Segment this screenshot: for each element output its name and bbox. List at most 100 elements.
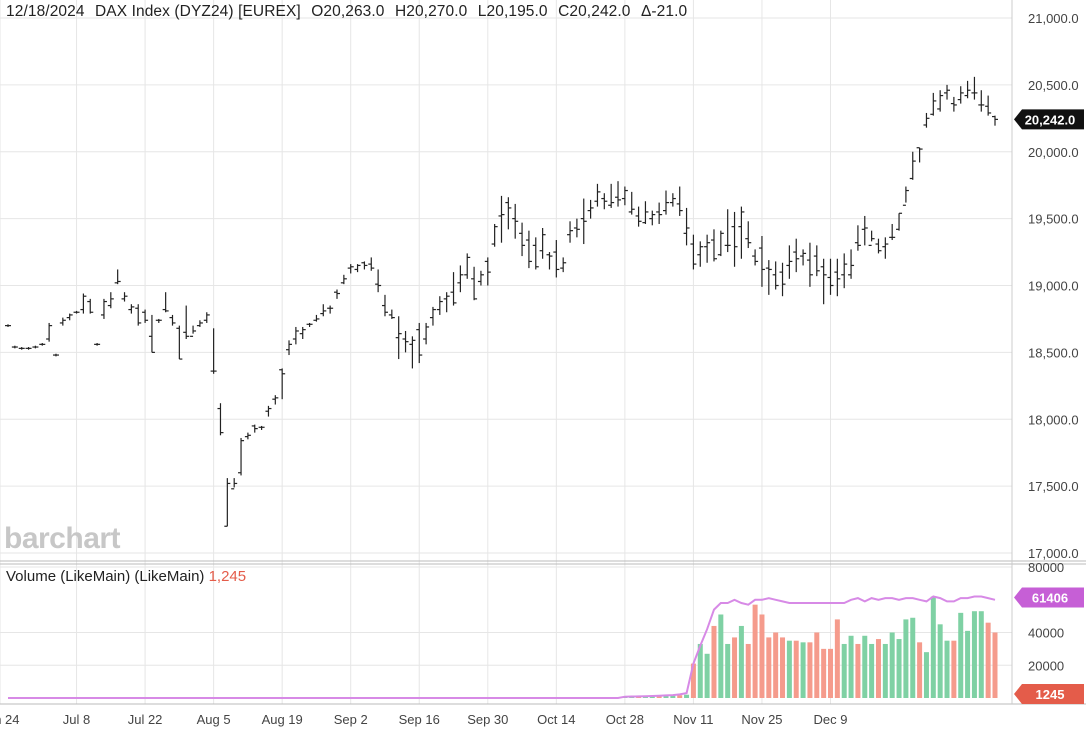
ohlc-bar [779,262,786,297]
volume-bar [937,624,943,698]
price-tick-label: 19,000.0 [1028,279,1079,294]
ohlc-bar [498,195,505,243]
ohlc-bar [381,294,388,317]
ohlc-bar [375,269,382,293]
ohlc-bar [615,181,622,207]
volume-bar [903,619,909,698]
ohlc-bar [361,261,368,270]
ohlc-bar [978,90,985,112]
ohlc-bar [916,147,923,163]
volume-tick-label: 80000 [1028,560,1064,575]
x-tick-label: Oct 14 [537,712,575,727]
ohlc-bar [114,269,121,285]
ohlc-bar [354,264,361,273]
volume-bar [821,648,827,698]
ohlc-bar [820,258,827,305]
volume-bar [841,643,847,698]
volume-bar [828,648,833,698]
ohlc-bar [731,211,738,267]
ohlc-bar [738,206,745,259]
header-close: C20,242.0 [558,3,631,20]
ohlc-bar [896,212,903,231]
volume-value: 1,245 [208,568,247,585]
ohlc-bar [231,478,238,490]
ohlc-bar [416,322,423,364]
ohlc-bar [176,325,183,360]
ohlc-bar [793,238,800,273]
ohlc-bar [464,253,471,279]
ohlc-bar [800,249,807,266]
volume-bar [882,643,888,698]
ohlc-bar [752,249,759,266]
ohlc-bar [683,207,690,246]
price-tick-label: 20,000.0 [1028,145,1079,160]
ohlc-bar [80,293,87,314]
ohlc-bar [532,237,539,270]
header-low: L20,195.0 [477,3,548,20]
ohlc-bar [868,230,875,246]
ohlc-bar [505,197,512,230]
ohlc-bar [347,264,354,274]
ohlc-bar [861,215,868,246]
volume-bar [855,643,861,698]
ohlc-bar [190,325,197,337]
volume-bar [670,695,676,698]
volume-bar [978,611,984,698]
volume-bar [834,619,840,698]
volume-bar [930,596,936,698]
ohlc-bar [834,258,841,297]
ohlc-bar [429,306,436,326]
volume-tick-label: 40000 [1028,626,1064,641]
volume-bar [944,640,950,698]
ohlc-bar [183,305,190,339]
ohlc-bar [669,193,676,207]
ohlc-bar [388,309,395,319]
ohlc-bar [11,345,18,349]
header-high: H20,270.0 [394,3,468,20]
volume-last-badge: 1245 [1014,683,1084,704]
ohlc-bar [272,395,279,405]
ohlc-bar [889,223,896,241]
ohlc-bar [649,210,656,226]
volume-bar [862,635,868,698]
volume-bar [889,632,895,698]
ohlc-bar [279,368,286,400]
header-instrument: DAX Index (DYZ24) [EUREX] [95,3,301,20]
ohlc-bar [580,198,587,245]
ohlc-bar [203,312,210,323]
ohlc-bar [299,326,306,339]
ohlc-bar [66,313,73,321]
ohlc-bar [409,336,416,369]
ohlc-bar [882,237,889,259]
ohlc-bar [5,324,11,327]
volume-bar [814,632,820,698]
ohlc-bar [73,310,80,314]
ohlc-bar [642,201,649,224]
ohlc-bar [512,203,519,239]
ohlc-bar [621,186,628,206]
volume-bar [697,643,703,698]
volume-average-path [8,595,996,699]
price-tick-label: 19,500.0 [1028,212,1079,227]
volume-last-badge-shape [1014,683,1084,704]
ohlc-bar [443,292,450,313]
volume-bar [800,642,806,698]
ohlc-bar [992,115,998,126]
x-tick-label: Aug 5 [197,712,231,727]
ohlc-bar [457,265,464,293]
volume-bar [718,614,724,698]
ohlc-bar [169,314,176,326]
ohlc-bar [94,343,101,346]
ohlc-bar [142,309,149,323]
ohlc-bar [923,112,930,128]
volume-bar [958,612,964,698]
ohlc-bar [39,343,46,346]
ohlc-bar [964,80,971,99]
ohlc-bar [340,274,347,285]
grid-lines [0,0,1012,704]
ohlc-bar [135,304,142,326]
volume-tick-label: 20000 [1028,658,1064,673]
x-tick-label: Oct 28 [606,712,644,727]
